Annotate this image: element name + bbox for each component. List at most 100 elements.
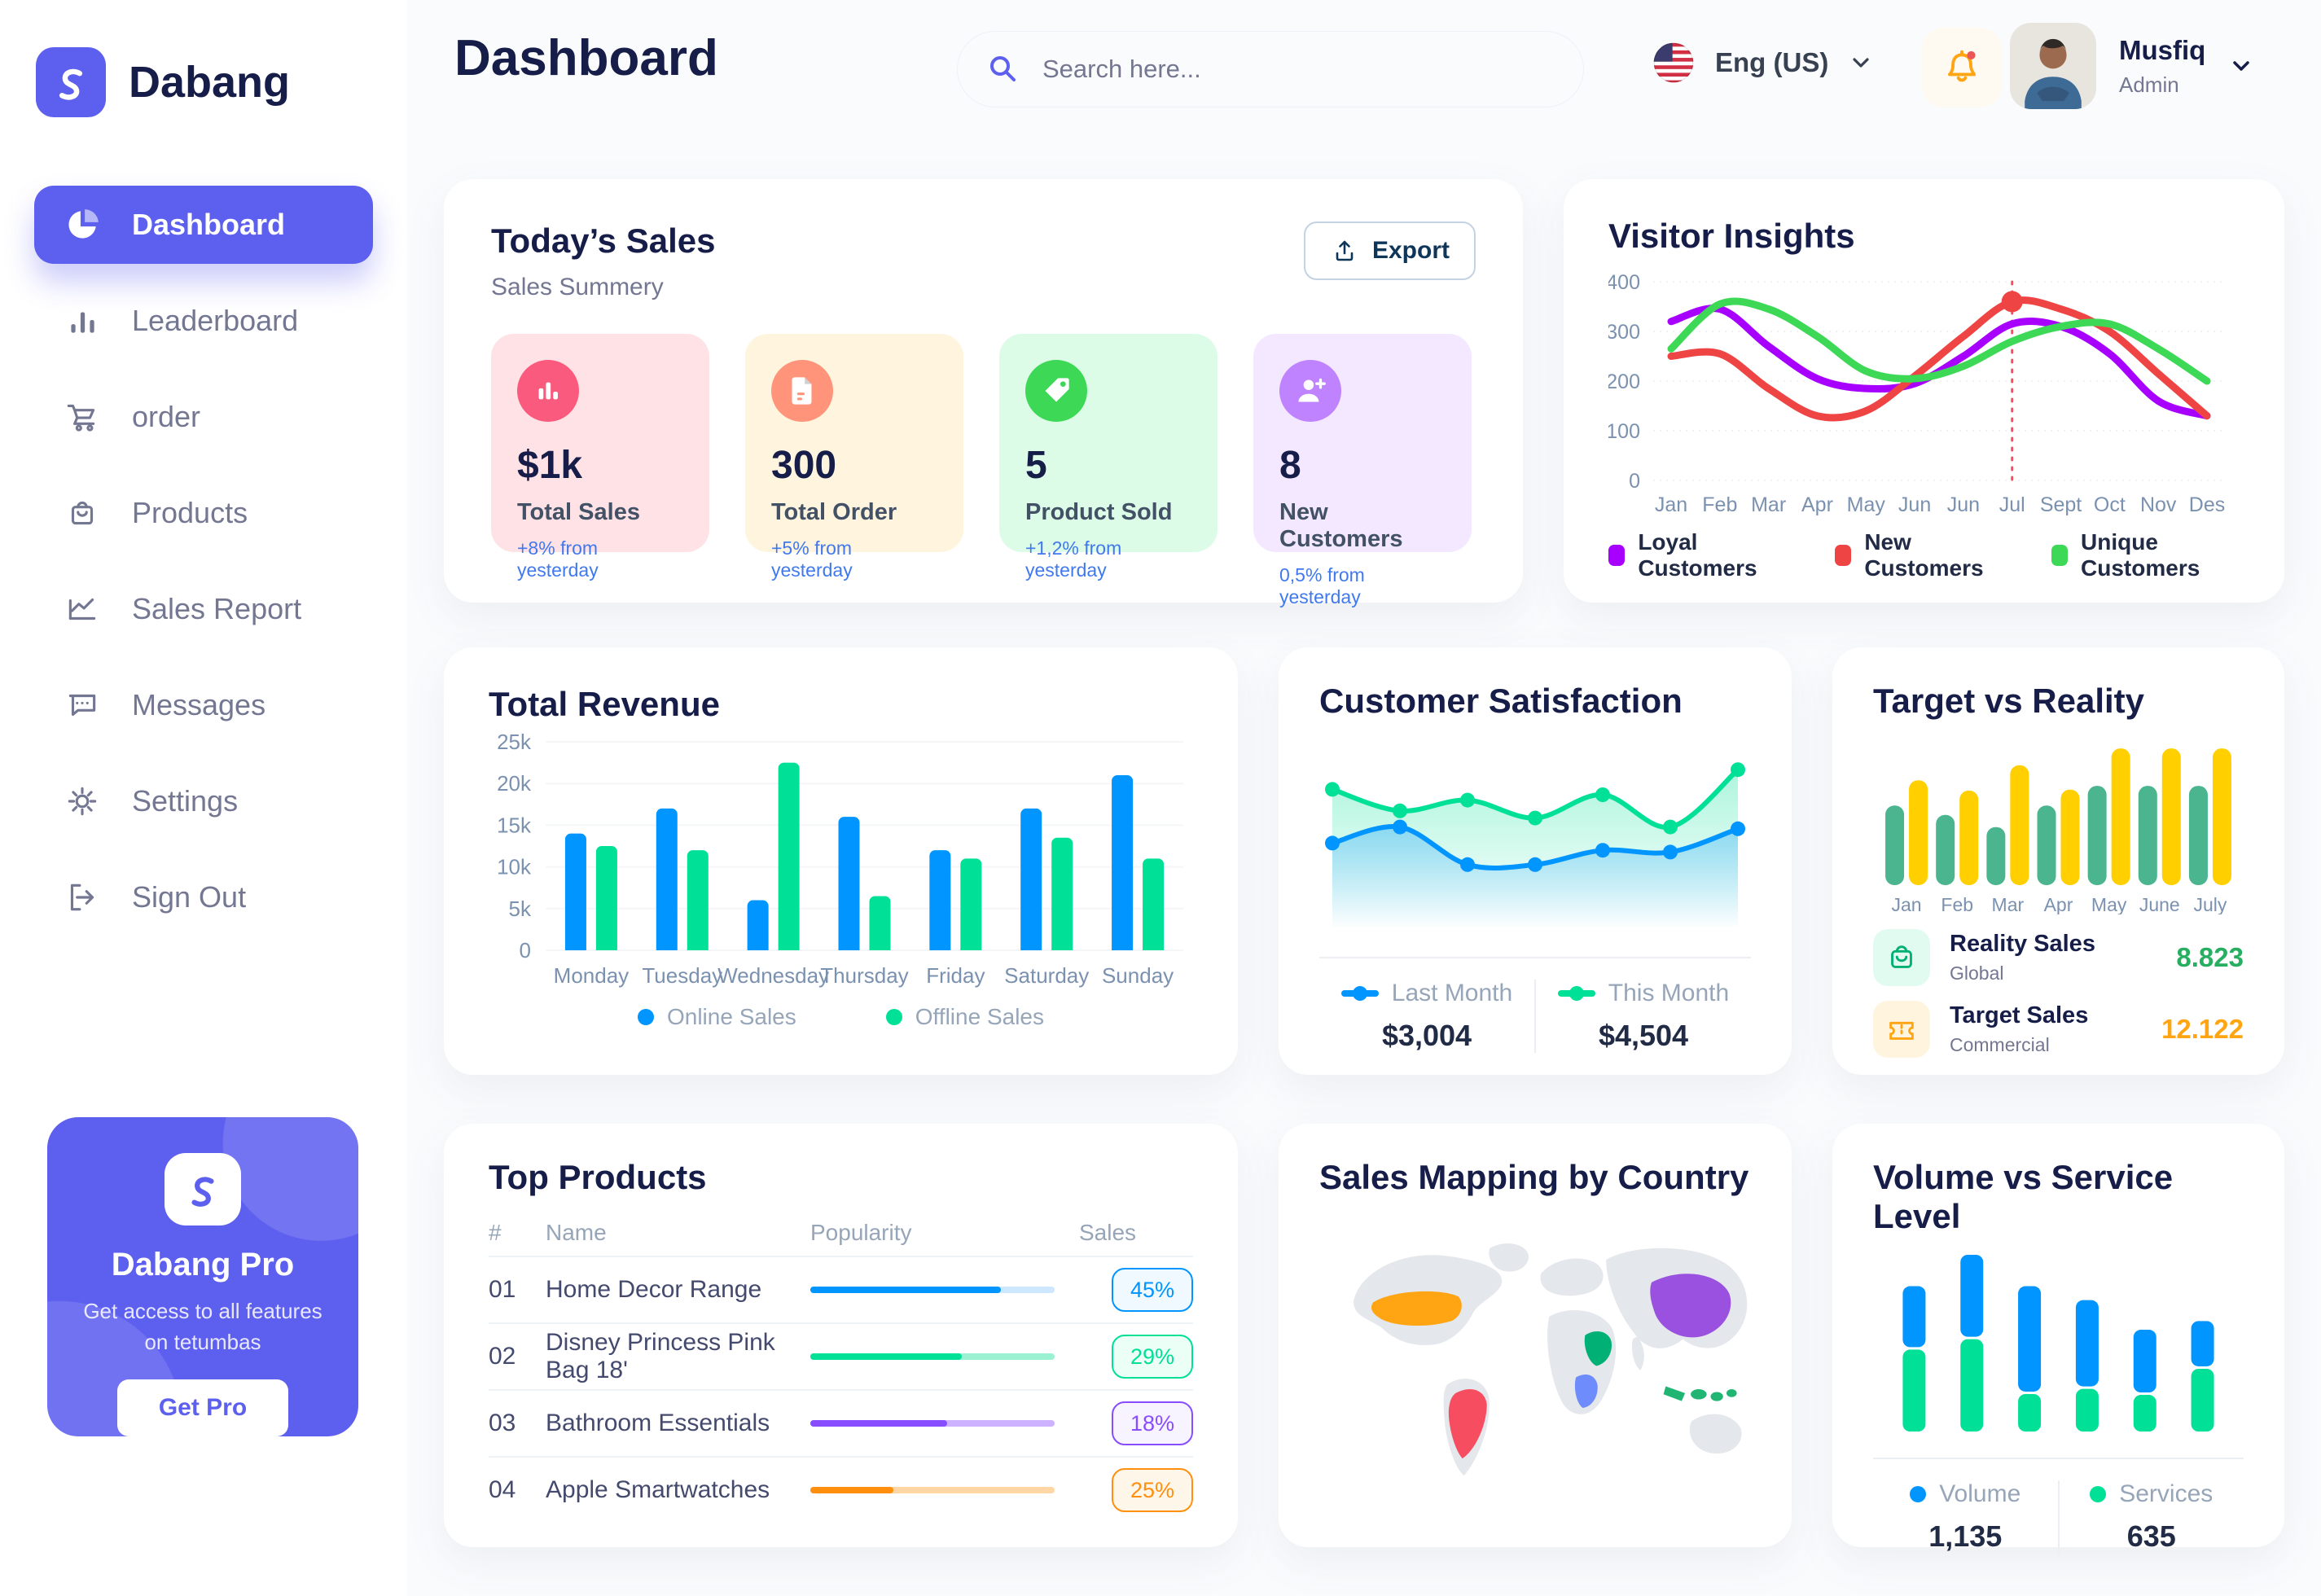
svg-text:Monday: Monday [554, 963, 630, 988]
column-header: Popularity [810, 1220, 912, 1245]
stat-delta: +1,2% from yesterday [1025, 537, 1122, 581]
visitor-insights-panel: Visitor Insights 0 100 200 300 400 Jan Feb Mar A… [1564, 179, 2284, 603]
country-saudi-arabia [1584, 1331, 1612, 1366]
gear-icon [64, 783, 101, 820]
stat-value: 8 [1279, 444, 1301, 487]
stat-value: 5 [1025, 444, 1047, 487]
dabang-logo-icon [36, 47, 106, 117]
country-brazil [1448, 1388, 1487, 1459]
search-icon [990, 56, 1016, 81]
target-vs-reality-legend: Reality Sales Global 8.823 Target Sales Comm… [1873, 929, 2244, 1058]
sidebar-item-dashboard[interactable]: Dashboard [34, 186, 373, 264]
user-menu[interactable]: Musfiq Admin [2010, 23, 2254, 109]
sidebar-item-products[interactable]: Products [34, 474, 373, 552]
product-rank: 04 [489, 1476, 516, 1503]
sidebar-item-label: Dashboard [132, 208, 286, 241]
legend-item-this-month: This Month $4,504 [1534, 980, 1751, 1053]
stats-icon [517, 360, 579, 422]
target-vs-reality-chart: Jan Feb Mar Apr May June July [1885, 748, 2231, 914]
svg-text:Des: Des [2189, 493, 2225, 516]
svg-text:Saturday: Saturday [1004, 963, 1089, 988]
export-button[interactable]: Export [1303, 221, 1476, 280]
customer-satisfaction-chart [1325, 762, 1745, 929]
svg-text:June: June [2139, 894, 2180, 914]
message-icon [64, 686, 101, 724]
user-plus-icon [1279, 360, 1341, 422]
customer-satisfaction-title: Customer Satisfaction [1319, 682, 1683, 720]
sidebar-item-label: Sales Report [132, 592, 302, 625]
product-rank: 02 [489, 1343, 516, 1370]
legend-item-reality-sales: Reality Sales Global 8.823 [1873, 929, 2244, 986]
svg-text:Jul: Jul [1999, 493, 2025, 516]
sales-badge: 29% [1112, 1335, 1193, 1379]
svg-text:400: 400 [1608, 271, 1640, 294]
top-products-title: Top Products [489, 1158, 707, 1196]
svg-text:Apr: Apr [2044, 894, 2073, 914]
svg-text:Jan: Jan [1892, 894, 1922, 914]
notifications-button[interactable] [1922, 28, 2002, 107]
sales-badge: 18% [1112, 1401, 1193, 1445]
country-china [1650, 1274, 1731, 1338]
sidebar-item-label: Sign Out [132, 880, 247, 914]
export-icon [1336, 240, 1354, 261]
sidebar-item-sales-report[interactable]: Sales Report [34, 570, 373, 648]
product-name: Bathroom Essentials [546, 1410, 770, 1436]
svg-text:Sept: Sept [2040, 493, 2082, 516]
sidebar-item-label: Settings [132, 784, 239, 818]
chevron-down-icon [2228, 53, 2254, 79]
svg-text:Mar: Mar [1751, 493, 1786, 516]
sidebar-item-label: Messages [132, 688, 266, 721]
sidebar-item-messages[interactable]: Messages [34, 666, 373, 744]
table-row: 02 Disney Princess Pink Bag 18' 29% [489, 1324, 1193, 1391]
svg-text:15k: 15k [497, 813, 532, 837]
svg-text:5k: 5k [509, 897, 532, 921]
avatar [2010, 23, 2096, 109]
svg-text:July: July [2193, 894, 2227, 914]
language-label: Eng (US) [1715, 47, 1829, 77]
get-pro-button[interactable]: Get Pro [117, 1379, 288, 1436]
sidebar-item-sign-out[interactable]: Sign Out [34, 858, 373, 936]
cart-icon [64, 398, 101, 436]
legend-total: $4,504 [1598, 1019, 1689, 1052]
search-bar[interactable] [957, 31, 1584, 107]
target-vs-reality-panel: Target vs Reality Jan Feb Mar Apr May June Jul… [1832, 647, 2284, 1075]
stat-card-new-customers: 8 New Customers 0,5% from yesterday [1253, 334, 1472, 607]
svg-text:Tuesday: Tuesday [642, 963, 722, 988]
legend-total: 8.823 [2176, 942, 2244, 972]
svg-text:300: 300 [1608, 321, 1640, 344]
sales-map-title: Sales Mapping by Country [1319, 1158, 1749, 1196]
sales-badge: 25% [1112, 1468, 1193, 1512]
sales-badge: 45% [1112, 1268, 1193, 1312]
sidebar-item-leaderboard[interactable]: Leaderboard [34, 282, 373, 360]
volume-vs-service-panel: Volume vs Service Level Volume 1,135 Servi… [1832, 1124, 2284, 1554]
visitor-insights-title: Visitor Insights [1608, 217, 1855, 255]
svg-text:Feb: Feb [1702, 493, 1737, 516]
chart-icon [64, 590, 101, 628]
legend-item-target-sales: Target Sales Commercial 12.122 [1873, 1001, 2244, 1058]
bars-icon [64, 302, 101, 340]
sidebar-item-settings[interactable]: Settings [34, 762, 373, 840]
search-input[interactable] [1041, 54, 1555, 85]
popularity-bar [810, 1420, 1055, 1427]
language-selector[interactable]: Eng (US) [1652, 41, 1874, 85]
table-row: 04 Apple Smartwatches 25% [489, 1458, 1193, 1523]
column-header: Name [546, 1220, 607, 1245]
svg-text:Jun: Jun [1898, 493, 1931, 516]
tag-icon [1025, 360, 1087, 422]
todays-sales-subtitle: Sales Summery [491, 274, 664, 300]
pro-description: Get access to all features on tetumbas [83, 1299, 322, 1354]
svg-text:May: May [2091, 894, 2127, 914]
svg-text:Sunday: Sunday [1102, 963, 1174, 988]
country-united-states [1371, 1291, 1462, 1326]
sidebar-item-order[interactable]: order [34, 378, 373, 456]
top-products-table: # Name Popularity Sales 01 Home Decor Range 4… [489, 1210, 1193, 1523]
stat-card-product-sold: 5 Product Sold +1,2% from yesterday [999, 334, 1218, 581]
popularity-bar [810, 1353, 1055, 1360]
svg-text:20k: 20k [497, 771, 532, 796]
column-header: Sales [1079, 1220, 1137, 1245]
product-rank: 03 [489, 1410, 516, 1436]
pro-upgrade-card: Dabang Pro Get access to all features on… [47, 1117, 358, 1436]
legend-item-new-customers: New Customers [1835, 529, 1999, 581]
us-flag-icon [1652, 41, 1696, 85]
todays-sales-title: Today’s Sales [491, 221, 716, 260]
